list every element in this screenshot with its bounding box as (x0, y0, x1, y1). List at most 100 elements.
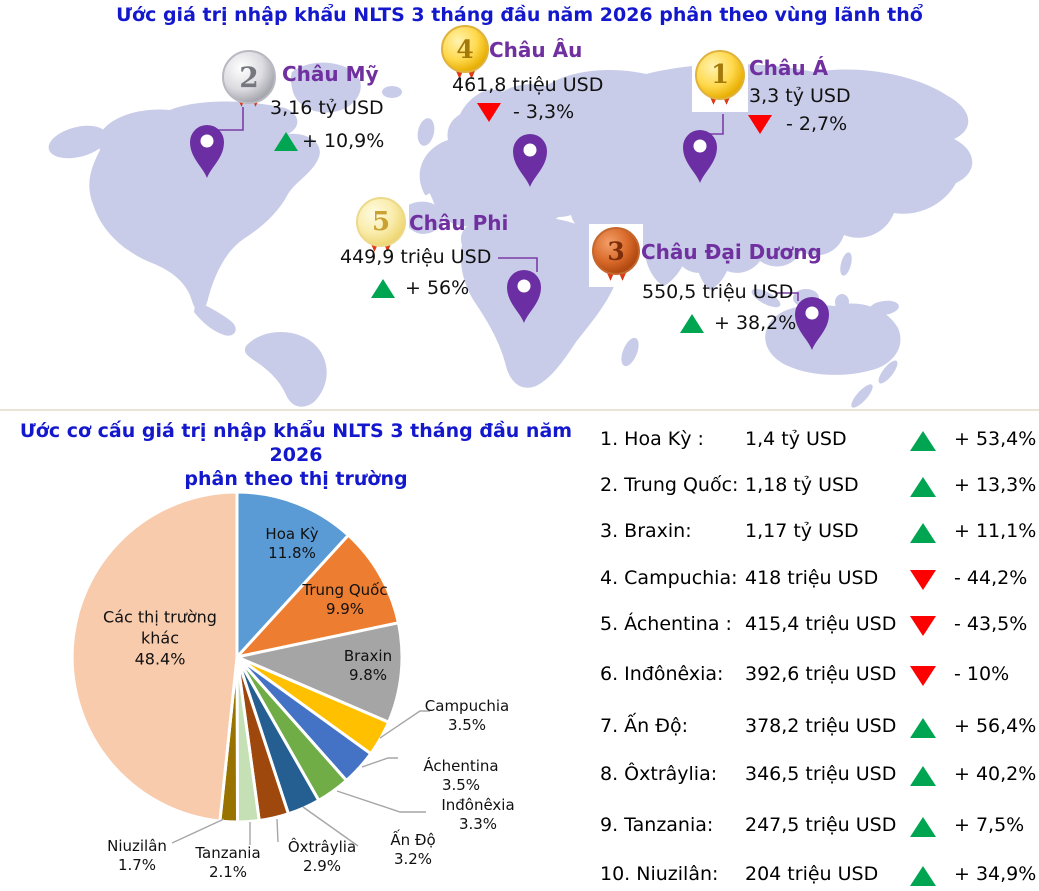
pie-label-percent: 3.3% (458, 815, 498, 833)
pie-label-cac-thi-truong-khac: Các thị trường khác 48.4% (99, 607, 221, 670)
trend-triangle (910, 431, 936, 451)
region-change: - 2,7% (786, 113, 848, 135)
ranking-row-achentina: 5. Áchentina : 415,4 triệu USD - 43,5% (592, 613, 1039, 641)
pie-label-oxtraylia: Ôxtrâylia 2.9% (266, 838, 378, 876)
ranking-change: + 53,4% (954, 428, 1037, 450)
pie-label-percent: 3.5% (447, 716, 487, 734)
trend-up-icon (680, 313, 704, 333)
region-value: 3,3 tỷ USD (749, 85, 851, 107)
region-name: Châu Phi (409, 211, 509, 235)
ranking-value: 1,17 tỷ USD (745, 520, 859, 542)
trend-triangle (910, 616, 936, 636)
pin-connector-chau-a (707, 114, 724, 135)
medal-rank-3-icon: 3 (592, 227, 640, 284)
pie-label-name: Các thị trường khác (103, 607, 217, 648)
ranking-row-oxtraylia: 8. Ôxtrâylia: 346,5 triệu USD + 40,2% (592, 763, 1039, 791)
pie-label-percent: 9.8% (348, 666, 388, 684)
pie-title-line2: phân theo thị trường (184, 468, 408, 490)
continent-africa (460, 216, 620, 388)
island-philippines (840, 252, 852, 276)
region-value: 449,9 triệu USD (340, 246, 492, 268)
map-pin-chau-my (190, 125, 224, 178)
pin-connector-chau-my (214, 107, 244, 131)
continent-south-america (244, 331, 327, 407)
trend-down-icon (477, 102, 501, 122)
pie-slice-trung-quoc (235, 533, 400, 659)
region-trend: + 10,9% (274, 130, 384, 152)
ranking-change: + 11,1% (954, 520, 1037, 542)
trend-down-icon (910, 616, 936, 640)
pie-label-campuchia: Campuchia 3.5% (411, 697, 523, 735)
region-name: Châu Mỹ (282, 62, 379, 86)
trend-up-icon (910, 817, 936, 841)
pie-leader-niuzilan (171, 818, 225, 844)
ranking-market-name: 5. Áchentina : (600, 613, 732, 635)
ranking-value: 204 triệu USD (745, 863, 879, 885)
trend-up-icon (910, 718, 936, 742)
trend-up-icon (910, 431, 936, 455)
region-name: Châu Âu (489, 38, 583, 62)
pie-label-name: Ôxtrâylia (287, 838, 357, 856)
ranking-change: - 43,5% (954, 613, 1028, 635)
pie-label-trung-quoc: Trung Quốc 9.9% (280, 581, 410, 619)
ranking-row-indonexia: 6. Inđônêxia: 392,6 triệu USD - 10% (592, 663, 1039, 691)
medal-rank-number: 3 (592, 227, 640, 275)
pie-label-tanzania: Tanzania 2.1% (178, 844, 278, 882)
continent-north-america (89, 101, 320, 311)
pie-leader-an-do (302, 806, 359, 847)
trend-triangle (910, 523, 936, 543)
trend-down-icon (748, 114, 772, 134)
pie-label-percent: 2.1% (208, 863, 248, 881)
ranking-value: 1,4 tỷ USD (745, 428, 847, 450)
region-value: 461,8 triệu USD (452, 74, 604, 96)
continent-madagascar (621, 337, 639, 367)
ranking-change: + 34,9% (954, 863, 1037, 885)
pie-label-niuzilan: Niuzilân 1.7% (87, 837, 187, 875)
ranking-row-tanzania: 9. Tanzania: 247,5 triệu USD + 7,5% (592, 814, 1039, 842)
trend-triangle (910, 766, 936, 786)
ranking-value: 418 triệu USD (745, 567, 879, 589)
trend-up-icon (910, 766, 936, 790)
medal-rank-2-icon: 2 (222, 50, 276, 114)
medal-rank-1-icon: 1 (695, 50, 745, 109)
region-change: + 38,2% (714, 312, 797, 334)
region-trend: - 2,7% (748, 113, 847, 135)
pie-label-achentina: Áchentina 3.5% (405, 757, 517, 795)
trend-down-icon (910, 666, 936, 690)
region-trend: + 56% (371, 277, 469, 299)
medal-rank-number: 1 (695, 50, 745, 100)
continent-indochina (695, 232, 731, 290)
island-nz-south (851, 384, 873, 408)
pie-slice-hoa-ky (235, 490, 350, 659)
ranking-market-name: 4. Campuchia: (600, 567, 738, 589)
pie-label-percent: 1.7% (117, 856, 157, 874)
ranking-value: 1,18 tỷ USD (745, 474, 859, 496)
island-japan (909, 156, 927, 188)
pie-leader-oxtraylia (276, 818, 279, 843)
pie-label-name: Ấn Độ (390, 831, 436, 849)
trend-triangle (910, 866, 936, 886)
pie-label-name: Campuchia (424, 697, 510, 715)
region-value: 550,5 triệu USD (642, 281, 794, 303)
pie-chart: Hoa Kỳ 11.8% Trung Quốc 9.9% Braxin 9.8% Campu… (0, 416, 595, 891)
pie-label-hoa-ky: Hoa Kỳ 11.8% (242, 525, 342, 563)
ranking-value: 247,5 triệu USD (745, 814, 897, 836)
ranking-row-trung-quoc: 2. Trung Quốc: 1,18 tỷ USD + 13,3% (592, 474, 1039, 502)
pie-slice-cac-thi-truong-khac (70, 490, 239, 823)
ranking-market-name: 6. Inđônêxia: (600, 663, 724, 685)
world-map (48, 62, 973, 408)
pin-connectors (214, 107, 799, 301)
pie-label-name: Tanzania (195, 844, 261, 862)
pie-chart-svg (70, 490, 430, 847)
pie-title-line1: Ước cơ cấu giá trị nhập khẩu NLTS 3 thán… (19, 420, 573, 466)
trend-triangle (910, 570, 936, 590)
trend-up-icon (910, 866, 936, 890)
ranking-value: 346,5 triệu USD (745, 763, 897, 785)
map-pin-chau-dai-duong (795, 297, 829, 350)
map-pin-chau-phi (507, 270, 541, 323)
pie-label-percent: 3.2% (393, 850, 433, 868)
pie-label-percent: 3.5% (441, 776, 481, 794)
pie-leader-campuchia (379, 710, 430, 739)
trend-up-icon (910, 523, 936, 547)
